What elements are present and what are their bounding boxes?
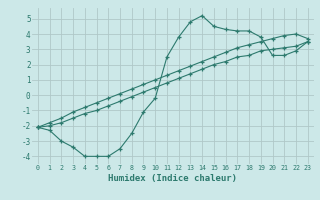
X-axis label: Humidex (Indice chaleur): Humidex (Indice chaleur) bbox=[108, 174, 237, 183]
